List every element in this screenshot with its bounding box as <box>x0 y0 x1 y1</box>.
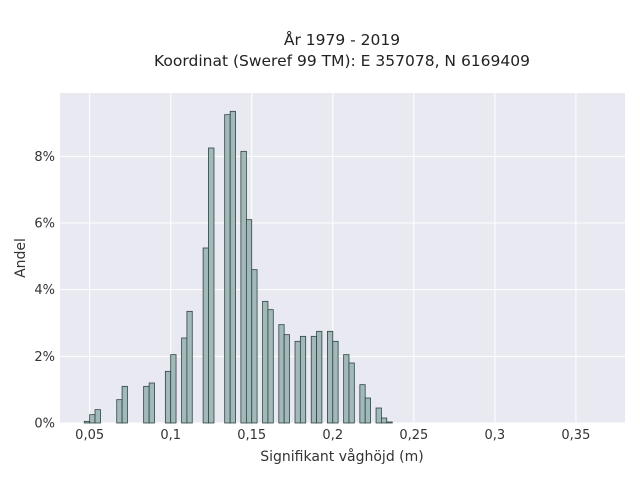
histogram-bar <box>278 324 285 424</box>
x-tick-label: 0,35 <box>561 428 590 443</box>
histogram-bar <box>208 147 215 424</box>
y-tick-label: 0% <box>34 417 55 432</box>
histogram-bar <box>310 335 317 424</box>
x-tick-label: 0,25 <box>399 428 428 443</box>
histogram-bar <box>364 397 371 424</box>
bars <box>83 110 393 424</box>
histogram-bar <box>380 417 388 424</box>
histogram-bar <box>343 354 350 424</box>
histogram-bar <box>186 310 193 424</box>
histogram-bar <box>240 150 247 424</box>
histogram-bar <box>170 354 177 424</box>
histogram-bar <box>262 300 269 424</box>
histogram-bar <box>294 340 301 424</box>
y-tick-label: 4% <box>34 283 55 298</box>
histogram-bar <box>83 420 91 424</box>
histogram-bar <box>327 330 334 424</box>
histogram-bar <box>89 414 96 424</box>
histogram-bar <box>121 385 128 424</box>
chart-title-line2: Koordinat (Sweref 99 TM): E 357078, N 61… <box>154 52 530 70</box>
y-tick-label: 2% <box>34 350 55 365</box>
grid-lines <box>60 93 625 424</box>
histogram-bar <box>181 337 188 424</box>
histogram-bar <box>116 399 123 424</box>
histogram-bar <box>143 385 150 424</box>
histogram-bar <box>94 409 101 424</box>
chart-title-line1: År 1979 - 2019 <box>284 30 400 49</box>
histogram-bar <box>359 384 366 424</box>
histogram-bar <box>224 114 231 424</box>
histogram-bar <box>164 370 172 424</box>
plot-area <box>60 93 625 423</box>
x-tick-label: 0,2 <box>322 428 343 443</box>
x-tick-label: 0,3 <box>485 428 506 443</box>
tick-labels: 0,05 0,1 0,15 0,2 0,25 0,3 0,35 0% 2% 4% 6% 8% <box>34 150 590 443</box>
histogram-bar <box>229 110 236 424</box>
x-tick-label: 0,05 <box>75 428 104 443</box>
histogram-bar <box>245 219 253 424</box>
histogram-bar <box>348 362 355 424</box>
y-tick-label: 8% <box>34 150 55 165</box>
x-axis-title: Signifikant våghöjd (m) <box>260 448 423 465</box>
histogram-bar <box>299 335 307 424</box>
histogram-bar <box>386 421 393 424</box>
y-axis-title: Andel <box>13 238 29 278</box>
histogram-bar <box>202 247 209 424</box>
y-tick-label: 6% <box>34 217 55 232</box>
x-tick-label: 0,1 <box>160 428 181 443</box>
x-tick-label: 0,15 <box>237 428 266 443</box>
histogram-bar <box>148 382 155 424</box>
histogram-bar <box>375 407 382 424</box>
histogram-bar <box>251 269 258 424</box>
histogram-bar <box>332 340 339 424</box>
histogram-bar <box>316 330 323 424</box>
histogram-bar <box>267 309 274 424</box>
histogram-bar <box>283 334 290 424</box>
